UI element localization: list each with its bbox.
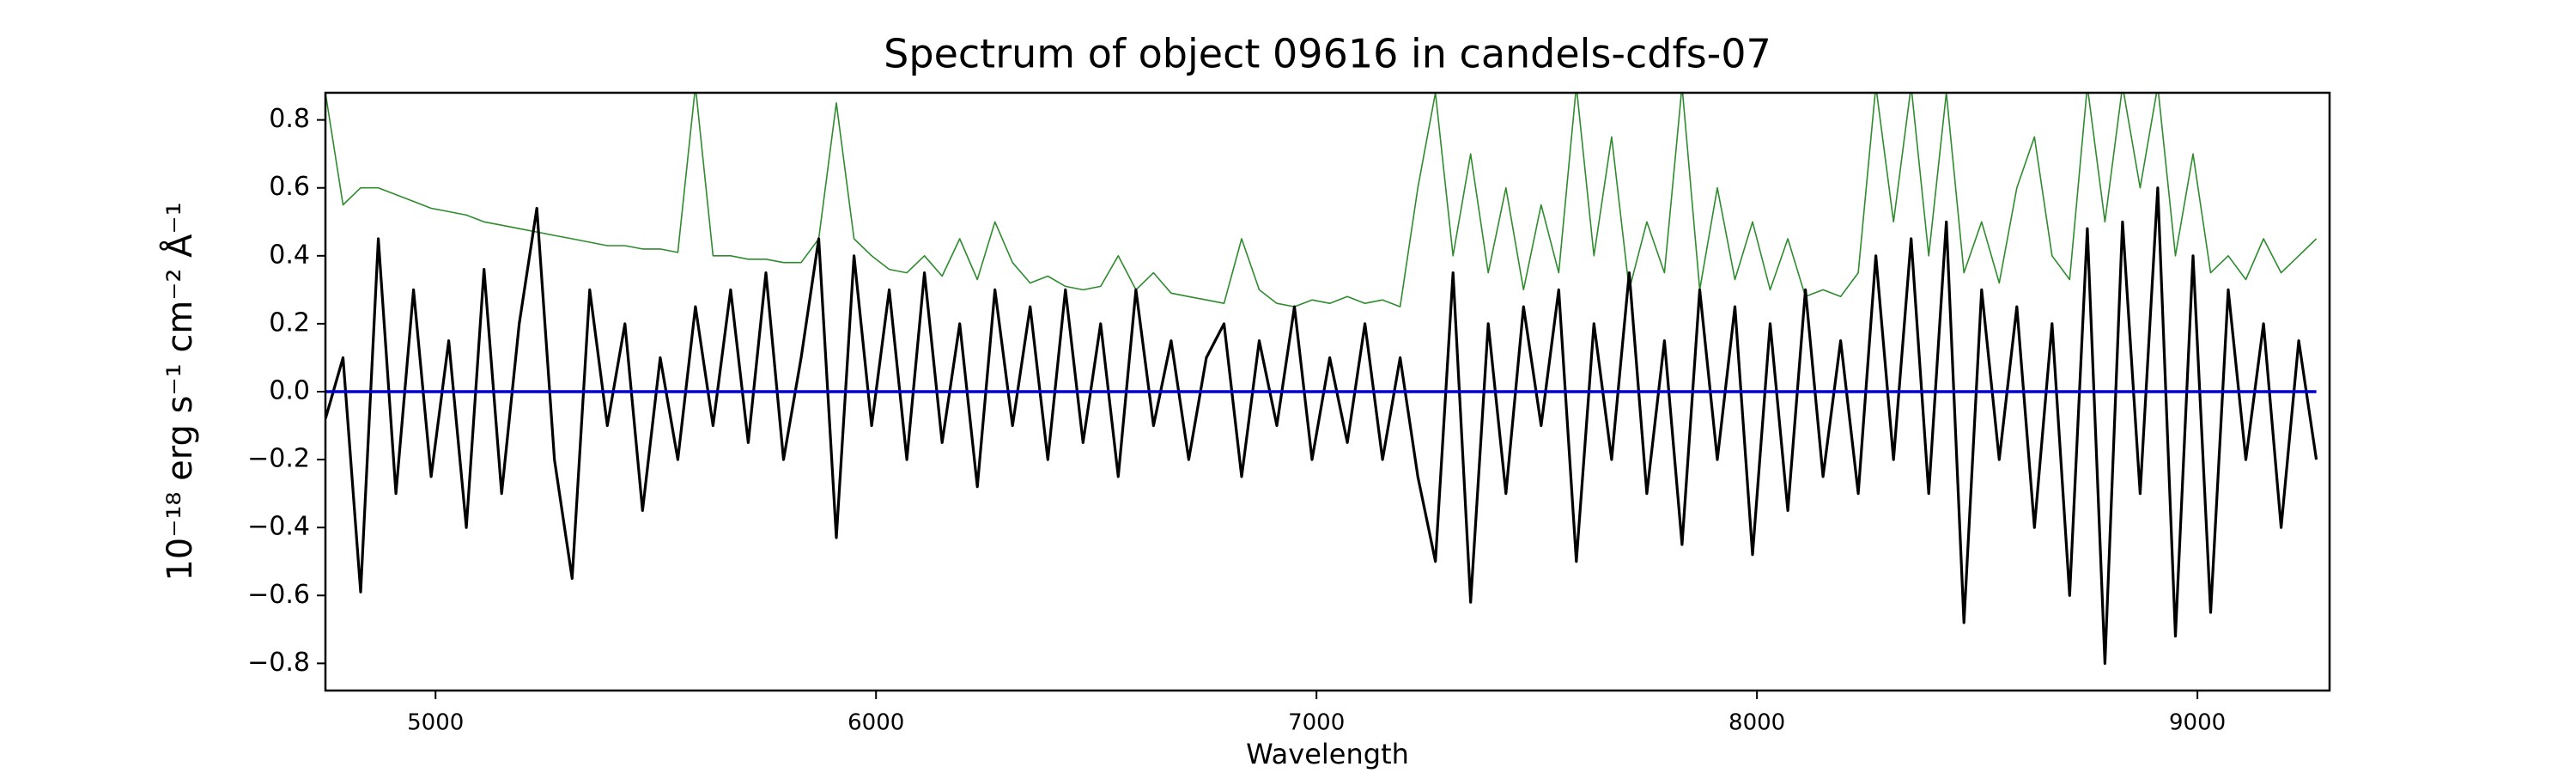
x-tick-label: 9000 (2169, 710, 2226, 736)
x-tick-label: 6000 (848, 710, 904, 736)
x-tick-label: 7000 (1288, 710, 1345, 736)
x-tick-label: 8000 (1728, 710, 1785, 736)
y-tick-label: −0.8 (247, 648, 310, 678)
y-tick-label: 0.6 (269, 172, 310, 202)
y-tick-label: 0.4 (269, 240, 310, 270)
chart-title: Spectrum of object 09616 in candels-cdfs… (884, 31, 1771, 77)
y-tick-label: 0.0 (269, 376, 310, 406)
y-tick-label: −0.4 (247, 512, 310, 542)
y-tick-label: −0.2 (247, 444, 310, 474)
spectrum-line (325, 186, 2318, 665)
y-tick-label: 0.2 (269, 307, 310, 338)
plot-lines (325, 93, 2318, 665)
x-tick-label: 5000 (407, 710, 464, 736)
y-tick-label: 0.8 (269, 104, 310, 134)
y-axis-label: 10⁻¹⁸ erg s⁻¹ cm⁻² Å⁻¹ (159, 202, 200, 581)
x-axis-label: Wavelength (1246, 738, 1409, 770)
spectrum-line (325, 93, 2318, 307)
y-tick-label: −0.6 (247, 580, 310, 610)
